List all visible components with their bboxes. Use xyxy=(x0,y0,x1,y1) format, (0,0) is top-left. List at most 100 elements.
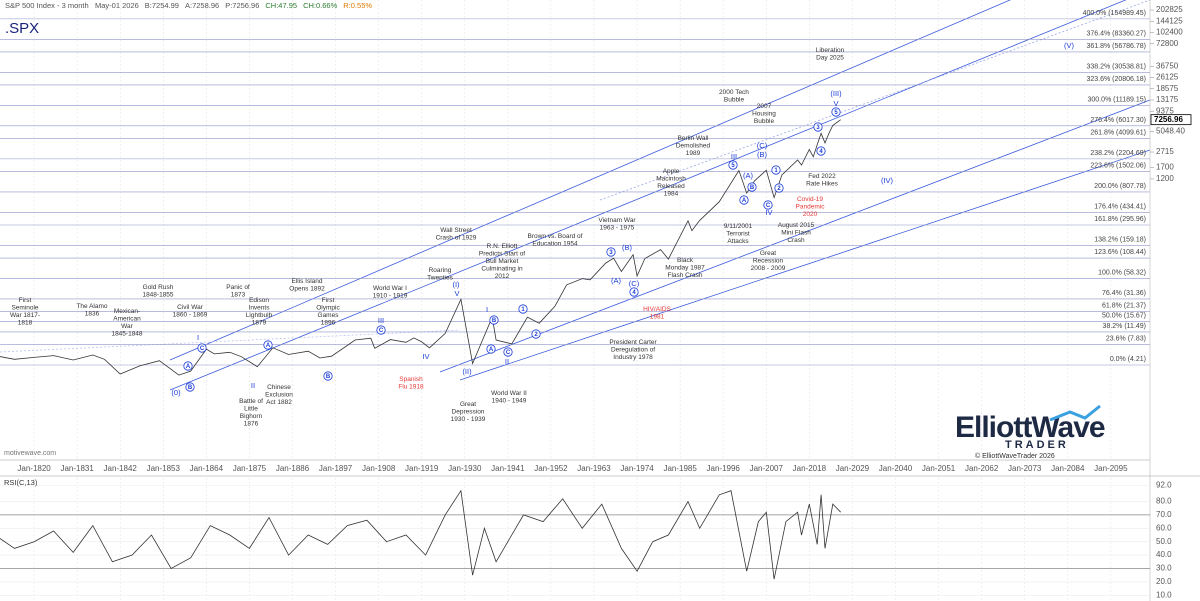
event-label: Seminole xyxy=(11,305,38,312)
event-label: 1818 xyxy=(18,320,33,327)
event-label: Twenties xyxy=(427,275,453,282)
event-label: Flu 1918 xyxy=(398,384,424,391)
quote-field: May-01 2026 xyxy=(95,1,139,10)
rsi-title: RSI(C,13) xyxy=(4,478,38,487)
last-price-label: 7256.96 xyxy=(1154,115,1183,124)
symbol: .SPX xyxy=(5,20,39,37)
logo-sub: TRADER xyxy=(1005,439,1069,451)
wave-circle xyxy=(774,183,784,193)
x-tick-label: Jan-2051 xyxy=(922,464,956,473)
wave-label: A xyxy=(266,343,271,349)
wave-label: (C) xyxy=(757,141,768,150)
event-label: Attacks xyxy=(727,238,749,245)
event-label: Bull Market xyxy=(486,258,519,265)
event-label: Great xyxy=(760,250,776,257)
event-label: Covid-19 xyxy=(797,196,823,203)
event-label: Games xyxy=(318,312,340,319)
event-label: Macintosh xyxy=(656,176,686,183)
x-tick-label: Jan-1963 xyxy=(577,464,611,473)
x-tick-label: Jan-1974 xyxy=(620,464,654,473)
event-label: Little xyxy=(244,406,258,413)
x-tick-label: Jan-1930 xyxy=(448,464,482,473)
event-label: Depression xyxy=(452,409,485,416)
fib-label: 300.0% (11189.15) xyxy=(1087,96,1146,103)
fib-label: 123.6% (108.44) xyxy=(1094,249,1146,256)
wave-circle xyxy=(531,329,541,339)
channel-lines xyxy=(0,0,1150,391)
price-line xyxy=(0,119,841,376)
x-tick-label: Jan-1908 xyxy=(362,464,396,473)
x-axis: Jan-1820 Jan-1831 Jan-1842 Jan-1853 Jan-1864… xyxy=(17,464,1128,473)
x-tick-label: Jan-1842 xyxy=(104,464,138,473)
wave-circle xyxy=(185,382,195,392)
wave-label: 2 xyxy=(534,332,538,338)
y-tick-label: 202825 xyxy=(1156,5,1183,14)
event-label: Crash xyxy=(787,237,805,244)
wave-label: C xyxy=(506,350,511,356)
event-label: American xyxy=(113,316,141,323)
wave-circle xyxy=(763,200,773,210)
y-tick-label: 5048.40 xyxy=(1156,127,1185,136)
x-tick-label: Jan-2029 xyxy=(836,464,870,473)
event-label: 2007 xyxy=(757,103,772,110)
y-tick-label: 1700 xyxy=(1156,163,1174,172)
wave-label: (A) xyxy=(611,276,622,285)
wave-label: (II) xyxy=(462,367,472,376)
event-label: Edison xyxy=(249,297,269,304)
event-label: 1896 xyxy=(321,320,336,327)
rsi-plot xyxy=(0,478,1150,600)
event-label: R.N. Elliott xyxy=(487,243,518,250)
price-series xyxy=(0,119,841,376)
rsi-tick-label: 60.0 xyxy=(1156,523,1172,532)
wave-label: IV xyxy=(422,352,429,361)
fib-label: 100.0% (58.32) xyxy=(1098,269,1146,276)
event-label: 1963 - 1975 xyxy=(600,225,635,232)
y-tick-label: 144125 xyxy=(1156,16,1183,25)
event-label: Berlin Wall xyxy=(678,135,709,142)
wave-circle xyxy=(503,347,513,357)
y-tick-label: 18575 xyxy=(1156,84,1179,93)
x-tick-label: Jan-2095 xyxy=(1094,464,1128,473)
event-label: President Carter xyxy=(609,339,657,346)
event-label: Industry 1978 xyxy=(613,354,653,361)
wave-label: A xyxy=(489,347,494,353)
wave-circle xyxy=(606,247,616,257)
y-tick-label: 102400 xyxy=(1156,28,1183,37)
rsi-axis: 92.0 80.0 70.0 60.0 50.0 40.0 30.0 20.0 10.0 xyxy=(1156,480,1172,599)
wave-circle xyxy=(323,371,333,381)
channel-line xyxy=(459,149,1150,381)
wave-label: (IV) xyxy=(881,176,894,185)
event-label: Bighorn xyxy=(240,413,263,420)
event-label: 1879 xyxy=(252,320,267,327)
x-tick-label: Jan-2073 xyxy=(1008,464,1042,473)
rsi-tick-label: 20.0 xyxy=(1156,577,1172,586)
event-label: Terrorist xyxy=(726,231,750,238)
wave-circle xyxy=(376,325,386,335)
event-label: 1848-1855 xyxy=(142,292,173,299)
x-tick-label: Jan-2007 xyxy=(750,464,784,473)
event-label: 1989 xyxy=(686,150,701,157)
event-label: HIV/AIDS xyxy=(643,306,671,313)
last-price-box xyxy=(1150,114,1192,126)
event-label: Deregulation of xyxy=(611,347,655,354)
chart-title: S&P 500 Index - 3 month xyxy=(5,1,89,10)
event-label: Ellis Island xyxy=(291,278,322,285)
fib-label: 261.8% (4099.61) xyxy=(1090,129,1146,136)
wave-label: A xyxy=(742,198,747,204)
event-label: Pandemic xyxy=(796,204,826,211)
wave-label: 1 xyxy=(774,168,778,174)
logo-arrow xyxy=(1049,404,1101,422)
event-label: Mini Flash xyxy=(781,230,811,237)
wave-label: 4 xyxy=(819,149,823,155)
wave-label: C xyxy=(200,346,205,352)
fib-label: 361.8% (56786.78) xyxy=(1086,43,1146,50)
event-label: Day 2025 xyxy=(816,55,844,62)
wave-label: C xyxy=(379,328,384,334)
wave-circle xyxy=(728,160,738,170)
fib-label: 23.6% (7.83) xyxy=(1106,336,1146,343)
event-label: 1845-1848 xyxy=(111,331,142,338)
event-label: 1940 - 1949 xyxy=(492,398,527,405)
wave-circle xyxy=(486,344,496,354)
event-label: Crash of 1929 xyxy=(436,235,477,242)
